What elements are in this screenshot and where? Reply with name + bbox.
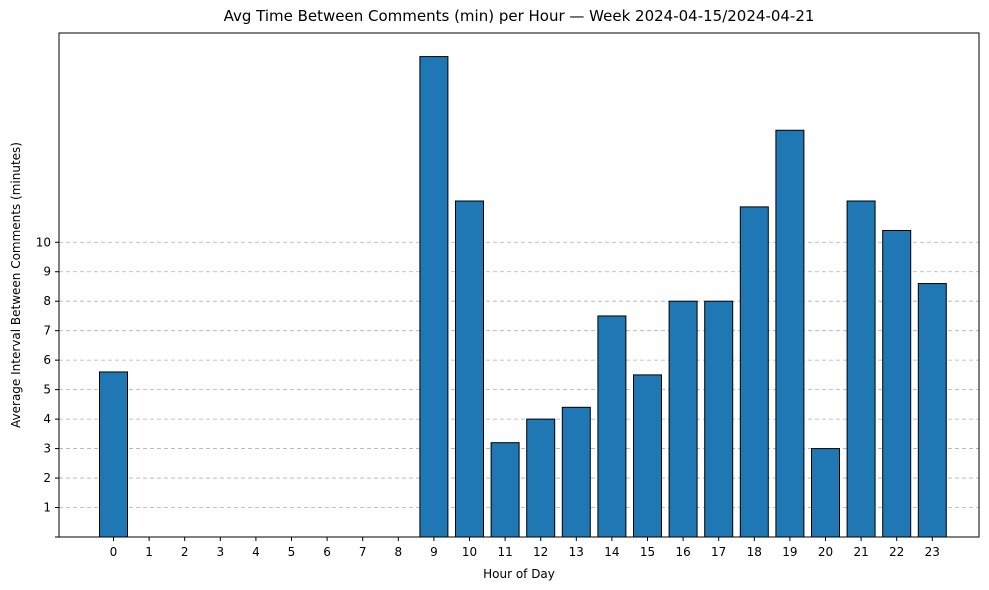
bar-hour-12 [526, 418, 556, 538]
y-tick-label: 5 [43, 383, 51, 397]
y-axis-label: Average Interval Between Comments (minut… [9, 142, 23, 428]
y-tick-label: 4 [43, 412, 51, 426]
x-tick-label: 23 [925, 545, 940, 559]
x-axis-label: Hour of Day [483, 567, 555, 581]
y-tick-label: 7 [43, 324, 51, 338]
y-tick-label: 8 [43, 294, 51, 308]
x-tick-label: 5 [288, 545, 296, 559]
bars [99, 56, 947, 538]
x-tick-label: 9 [430, 545, 438, 559]
bar-hour-11 [490, 442, 520, 538]
bar-hour-13 [561, 406, 591, 538]
y-tick-label: 3 [43, 442, 51, 456]
y-tick-label: 9 [43, 265, 51, 279]
x-tick-label: 15 [640, 545, 655, 559]
x-tick-label: 8 [394, 545, 402, 559]
x-tick-label: 21 [853, 545, 868, 559]
bar-hour-14 [597, 315, 627, 538]
x-axis-ticks: 0 1 2 3 4 5 6 7 8 9 10 11 12 13 14 15 16 17 18 19 20 21 22 23 [110, 537, 940, 559]
bar-hour-10 [455, 200, 484, 538]
x-tick-label: 18 [747, 545, 762, 559]
y-axis-ticks: 1 2 3 4 5 6 7 8 9 10 [36, 235, 59, 538]
x-tick-label: 19 [782, 545, 797, 559]
y-tick-label: 2 [43, 471, 51, 485]
bar-hour-22 [882, 229, 912, 538]
plot-frame [58, 32, 980, 538]
y-tick-label: 1 [43, 501, 51, 515]
bar-hour-20 [811, 448, 840, 538]
x-tick-label: 3 [216, 545, 224, 559]
x-tick-label: 12 [533, 545, 548, 559]
x-tick-label: 2 [181, 545, 189, 559]
bar-hour-23 [917, 283, 947, 538]
x-tick-label: 11 [497, 545, 512, 559]
x-tick-label: 6 [323, 545, 331, 559]
x-tick-label: 13 [569, 545, 584, 559]
bar-hour-16 [668, 300, 698, 538]
bar-hour-17 [704, 300, 734, 538]
x-tick-label: 20 [818, 545, 833, 559]
x-tick-label: 17 [711, 545, 726, 559]
x-tick-label: 10 [462, 545, 477, 559]
bar-hour-19 [775, 129, 805, 538]
chart-title: Avg Time Between Comments (min) per Hour… [224, 7, 815, 25]
x-tick-label: 16 [675, 545, 690, 559]
y-tick-label: 6 [43, 353, 51, 367]
x-tick-label: 14 [604, 545, 619, 559]
bar-hour-9 [419, 56, 449, 538]
bar-hour-15 [633, 374, 662, 538]
bar-hour-21 [846, 200, 876, 538]
bar-hour-18 [739, 206, 769, 538]
x-tick-label: 4 [252, 545, 260, 559]
bar-hour-0 [99, 371, 128, 538]
x-tick-label: 7 [359, 545, 367, 559]
x-tick-label: 0 [110, 545, 118, 559]
x-tick-label: 22 [889, 545, 904, 559]
x-tick-label: 1 [145, 545, 153, 559]
y-tick-label: 10 [36, 235, 51, 249]
